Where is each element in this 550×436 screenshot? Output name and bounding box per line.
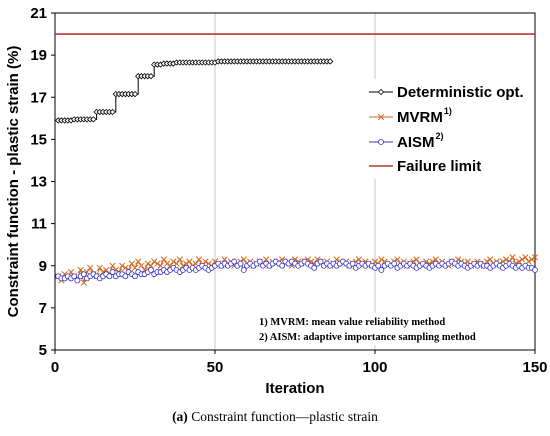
data-point	[378, 139, 384, 145]
legend: Deterministic opt. MVRM 1) AISM 2) Failure li…	[364, 79, 534, 179]
data-point	[109, 262, 116, 269]
data-point	[519, 256, 526, 263]
y-tick-label: 21	[30, 5, 47, 22]
legend-label: Deterministic opt.	[397, 84, 524, 101]
legend-label: MVRM	[397, 109, 443, 126]
data-point	[522, 254, 529, 261]
y-tick-label: 5	[39, 342, 47, 359]
data-point	[151, 258, 158, 265]
chart: 5 7 9 11 13 15 17 19 21 0 50 100 150 Constraint fun…	[5, 5, 548, 397]
data-point	[183, 260, 190, 267]
data-point	[240, 267, 247, 273]
legend-superscript: 2)	[436, 131, 444, 141]
data-point	[256, 258, 263, 265]
data-point	[532, 267, 538, 273]
grid	[214, 13, 376, 350]
data-point	[377, 88, 385, 96]
data-point	[413, 256, 420, 263]
data-point	[391, 260, 398, 267]
data-point	[71, 273, 78, 280]
annotation-box: 1) MVRM: mean value reliability method 2…	[255, 313, 530, 345]
data-point	[138, 262, 145, 269]
data-point	[311, 264, 318, 271]
data-point	[87, 264, 94, 272]
data-point	[147, 262, 155, 269]
data-point	[231, 258, 238, 265]
data-point	[147, 73, 155, 80]
y-axis-title: Constraint function - plastic strain (%)	[5, 46, 22, 318]
data-point	[109, 269, 116, 275]
x-tick-label: 150	[522, 359, 547, 376]
data-point	[154, 260, 161, 267]
data-point	[90, 116, 97, 123]
annotation-line: 2) AISM: adaptive importance sampling me…	[259, 332, 476, 343]
data-point	[515, 258, 523, 265]
data-point	[148, 267, 154, 273]
y-tick-label: 19	[30, 47, 47, 64]
data-point	[378, 256, 385, 263]
series-aism	[55, 258, 538, 284]
data-point	[106, 273, 113, 280]
x-axis: 0 50 100 150	[51, 350, 548, 376]
data-point	[375, 262, 382, 269]
data-point	[509, 254, 516, 261]
data-point	[128, 260, 135, 267]
data-point	[132, 273, 138, 280]
caption-text: Constraint function—plastic strain	[187, 409, 378, 424]
data-point	[135, 258, 142, 265]
data-point	[163, 260, 171, 267]
data-point	[378, 267, 385, 273]
data-point	[528, 256, 535, 263]
y-tick-label: 13	[30, 174, 47, 191]
y-tick-label: 15	[30, 131, 47, 148]
annotation-background	[255, 313, 530, 345]
series	[55, 33, 539, 286]
data-point	[96, 264, 103, 272]
data-point	[263, 256, 270, 263]
data-point	[317, 258, 324, 265]
data-point	[279, 262, 286, 269]
x-tick-label: 50	[207, 359, 224, 376]
data-point	[327, 58, 334, 65]
data-point	[131, 90, 139, 98]
series-deterministic-opt	[55, 58, 334, 124]
legend-superscript: 1)	[444, 106, 452, 116]
y-axis: 5 7 9 11 13 15 17 19 21	[30, 5, 55, 359]
data-point	[237, 260, 244, 267]
data-point	[170, 258, 177, 265]
data-point	[160, 256, 167, 263]
x-tick-label: 100	[362, 359, 387, 376]
data-point	[80, 271, 87, 278]
data-point	[176, 256, 183, 263]
data-point	[377, 113, 385, 121]
legend-label: Failure limit	[397, 158, 481, 175]
data-point	[103, 266, 110, 274]
y-tick-label: 11	[31, 216, 47, 233]
caption-label: (a)	[172, 409, 188, 424]
data-point	[349, 260, 356, 267]
data-point	[186, 258, 193, 265]
data-point	[122, 273, 129, 280]
data-point	[119, 262, 126, 269]
x-tick-label: 0	[51, 359, 59, 376]
x-axis-title: Iteration	[265, 380, 324, 397]
legend-background	[364, 79, 534, 179]
data-point	[487, 256, 494, 263]
data-point	[195, 256, 203, 263]
annotation-line: 1) MVRM: mean value reliability method	[259, 317, 445, 328]
y-tick-label: 7	[39, 300, 47, 317]
legend-label: AISM	[397, 134, 435, 151]
figure-caption: (a) Constraint function—plastic strain	[0, 409, 550, 425]
data-point	[531, 254, 539, 261]
data-point	[221, 256, 228, 263]
y-tick-label: 9	[39, 258, 47, 275]
data-point	[432, 256, 439, 263]
data-point	[144, 260, 151, 267]
data-point	[109, 108, 116, 116]
y-tick-label: 17	[30, 89, 47, 106]
data-point	[74, 277, 81, 284]
